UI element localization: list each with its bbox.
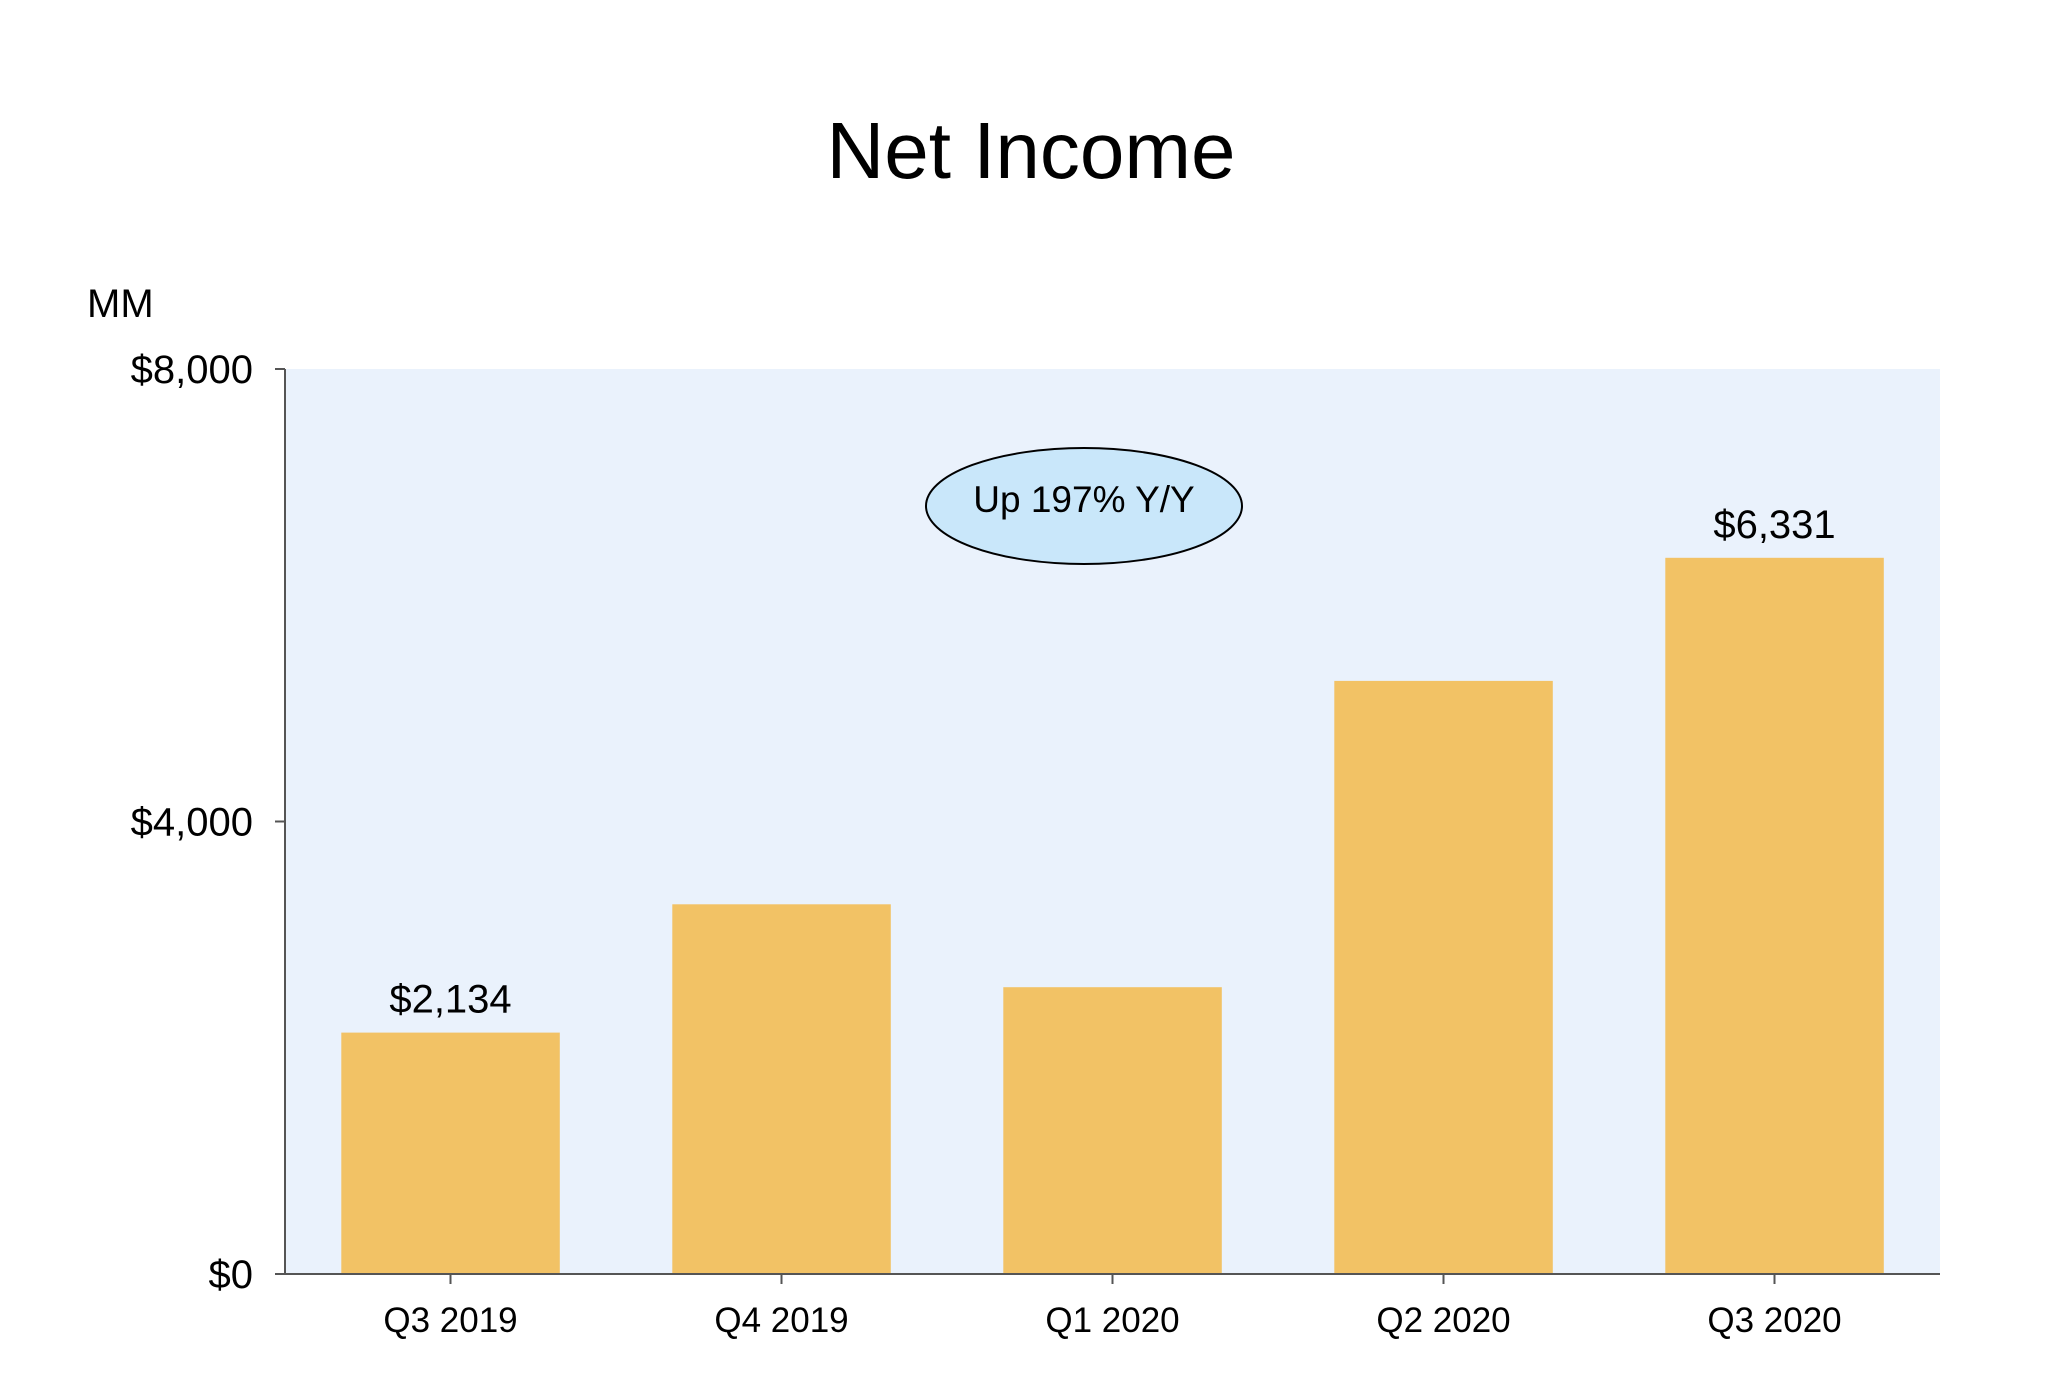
x-tick-label: Q4 2019	[714, 1301, 848, 1340]
value-labels-group: $2,134 $6,331	[389, 503, 1835, 1022]
callout-label: Up 197% Y/Y	[973, 479, 1194, 520]
bars-group	[341, 557, 1884, 1274]
y-tick-label: $4,000	[131, 801, 253, 845]
y-tick-label: $8,000	[131, 348, 253, 392]
bar-q2-2020	[1334, 680, 1553, 1274]
bar-q3-2020	[1665, 557, 1884, 1274]
bar-q4-2019	[672, 904, 891, 1274]
y-tick-label: $0	[209, 1253, 254, 1297]
x-tick-label: Q2 2020	[1376, 1301, 1510, 1340]
y-ticks-group: $0 $4,000 $8,000	[131, 348, 285, 1297]
x-tick-label: Q3 2019	[383, 1301, 517, 1340]
x-tick-label: Q3 2020	[1707, 1301, 1841, 1340]
bar-q1-2020	[1003, 987, 1222, 1274]
chart-title: Net Income	[826, 106, 1235, 195]
value-label-q3-2019: $2,134	[389, 978, 511, 1022]
y-unit-label: MM	[87, 282, 154, 326]
x-ticks-group: Q3 2019 Q4 2019 Q1 2020 Q2 2020 Q3 2020	[383, 1274, 1842, 1340]
callout-ellipse	[925, 447, 1243, 565]
x-tick-label: Q1 2020	[1045, 1301, 1179, 1340]
bar-q3-2019	[341, 1032, 560, 1274]
value-label-q3-2020: $6,331	[1713, 503, 1835, 547]
yoy-callout: Up 197% Y/Y	[925, 447, 1243, 565]
